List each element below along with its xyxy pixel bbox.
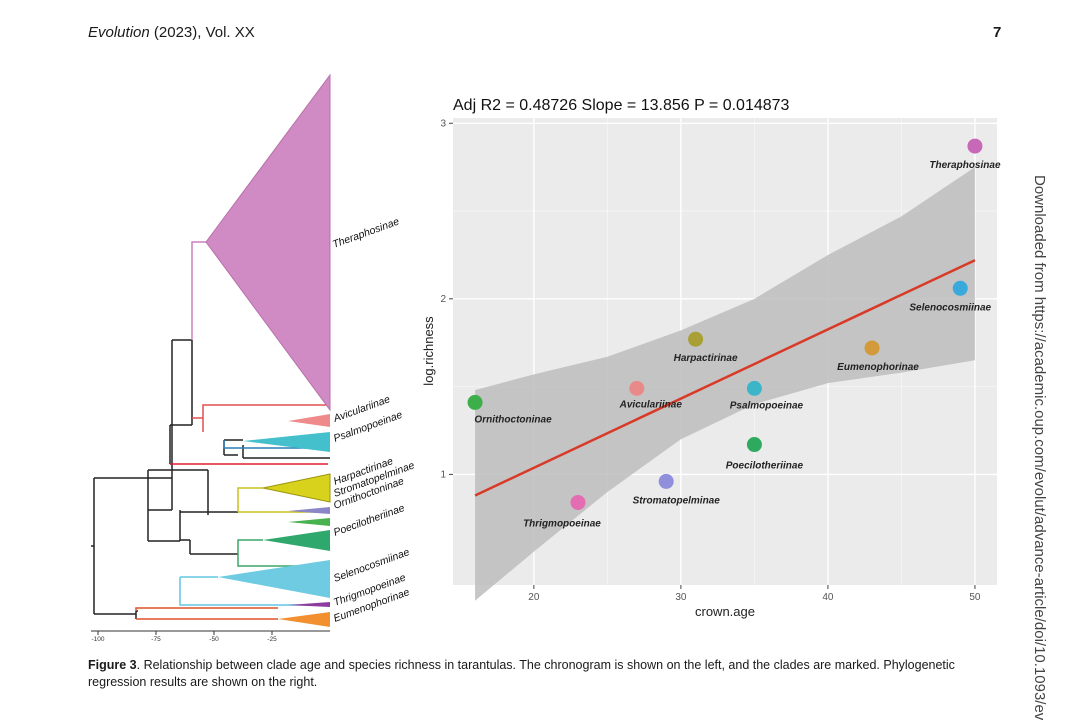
chronogram: Theraphosinae Aviculariinae Psalmopoeina… [91,73,416,643]
clade-selenocosmiinae [218,560,330,598]
point-label: Ornithoctoninae [474,414,552,425]
label-theraphosinae: Theraphosinae [331,216,401,251]
confidence-band [475,167,975,601]
branch-aviculariinae [192,404,328,432]
clade-poecilotheriinae [263,530,330,551]
point-label: Theraphosinae [929,160,1001,171]
tree-axis-tick-label: -75 [151,636,161,643]
point-label: Thrigmopoeinae [523,518,601,529]
point-label: Poecilotheriinae [726,461,804,472]
branch-theraphosinae [191,241,206,340]
tree-axis-tick-label: -100 [91,636,104,643]
clade-harpactirinae [262,473,331,503]
point-label: Stromatopelminae [633,495,721,506]
regression-line [474,259,976,497]
x-axis-label: crown.age [695,604,755,619]
chart-title: Adj R2 = 0.48726 Slope = 13.856 P = 0.01… [453,97,790,114]
caption-text: . Relationship between clade age and spe… [88,658,955,689]
data-point [688,331,704,347]
download-link[interactable]: Downloaded from https://academic.oup.com… [1031,175,1048,720]
page-number: 7 [993,24,1002,41]
clade-ornithoctoninae [288,518,330,526]
data-point [467,394,483,410]
point-label: Eumenophorinae [837,362,919,373]
running-head: Evolution (2023), Vol. XX [88,24,255,41]
point-labels: Theraphosinae Selenocosmiinae Eumenophorin… [474,160,1001,529]
point-label: Psalmopoeinae [730,400,804,411]
caption-label: Figure 3 [88,658,137,672]
data-point [952,280,968,296]
tree-branch-d [135,469,209,619]
y-tick-label: 2 [440,294,446,305]
tree-branch-c [179,510,238,555]
data-points [467,138,983,510]
branch-eumenophorinae [135,607,278,620]
data-point [864,340,880,356]
data-point [967,138,983,154]
point-label: Harpactirinae [674,353,738,364]
tree-branch-b [169,340,193,465]
figure-caption: Figure 3. Relationship between clade age… [88,657,988,691]
clade-psalmopoeinae [243,432,330,452]
axes: 1 2 3 20 30 40 50 [440,118,981,603]
clade-eumenophorinae [278,612,330,627]
clade-aviculariinae [288,414,330,427]
y-tick-label: 3 [440,118,446,129]
journal-name: Evolution [88,24,150,41]
data-point [570,494,586,510]
clade-stromatopelminae [288,507,330,514]
x-tick-label: 50 [969,592,981,603]
branch-psalmopoeinae [223,440,330,449]
data-point [658,473,674,489]
point-label: Selenocosmiinae [909,302,991,313]
branch-selenocosmiinae [179,576,330,606]
x-tick-label: 20 [528,592,540,603]
data-point [629,380,645,396]
clade-theraphosinae [205,73,331,412]
tree-axis-tick-label: -25 [267,636,277,643]
branch-poecilotheriinae [237,539,298,567]
data-point [746,380,762,396]
journal-volume: (2023), Vol. XX [149,24,255,41]
clade-thrigmopoeinae [288,602,330,607]
x-tick-label: 40 [822,592,834,603]
point-label: Aviculariinae [619,399,683,410]
y-axis-label: log.richness [421,316,436,386]
data-point [746,437,762,453]
tree-root-branch [91,477,172,615]
tree-axis-tick-label: -50 [209,636,219,643]
y-tick-label: 1 [440,469,446,480]
x-tick-label: 30 [675,592,687,603]
regression-plot: Adj R2 = 0.48726 Slope = 13.856 P = 0.01… [421,97,1001,619]
